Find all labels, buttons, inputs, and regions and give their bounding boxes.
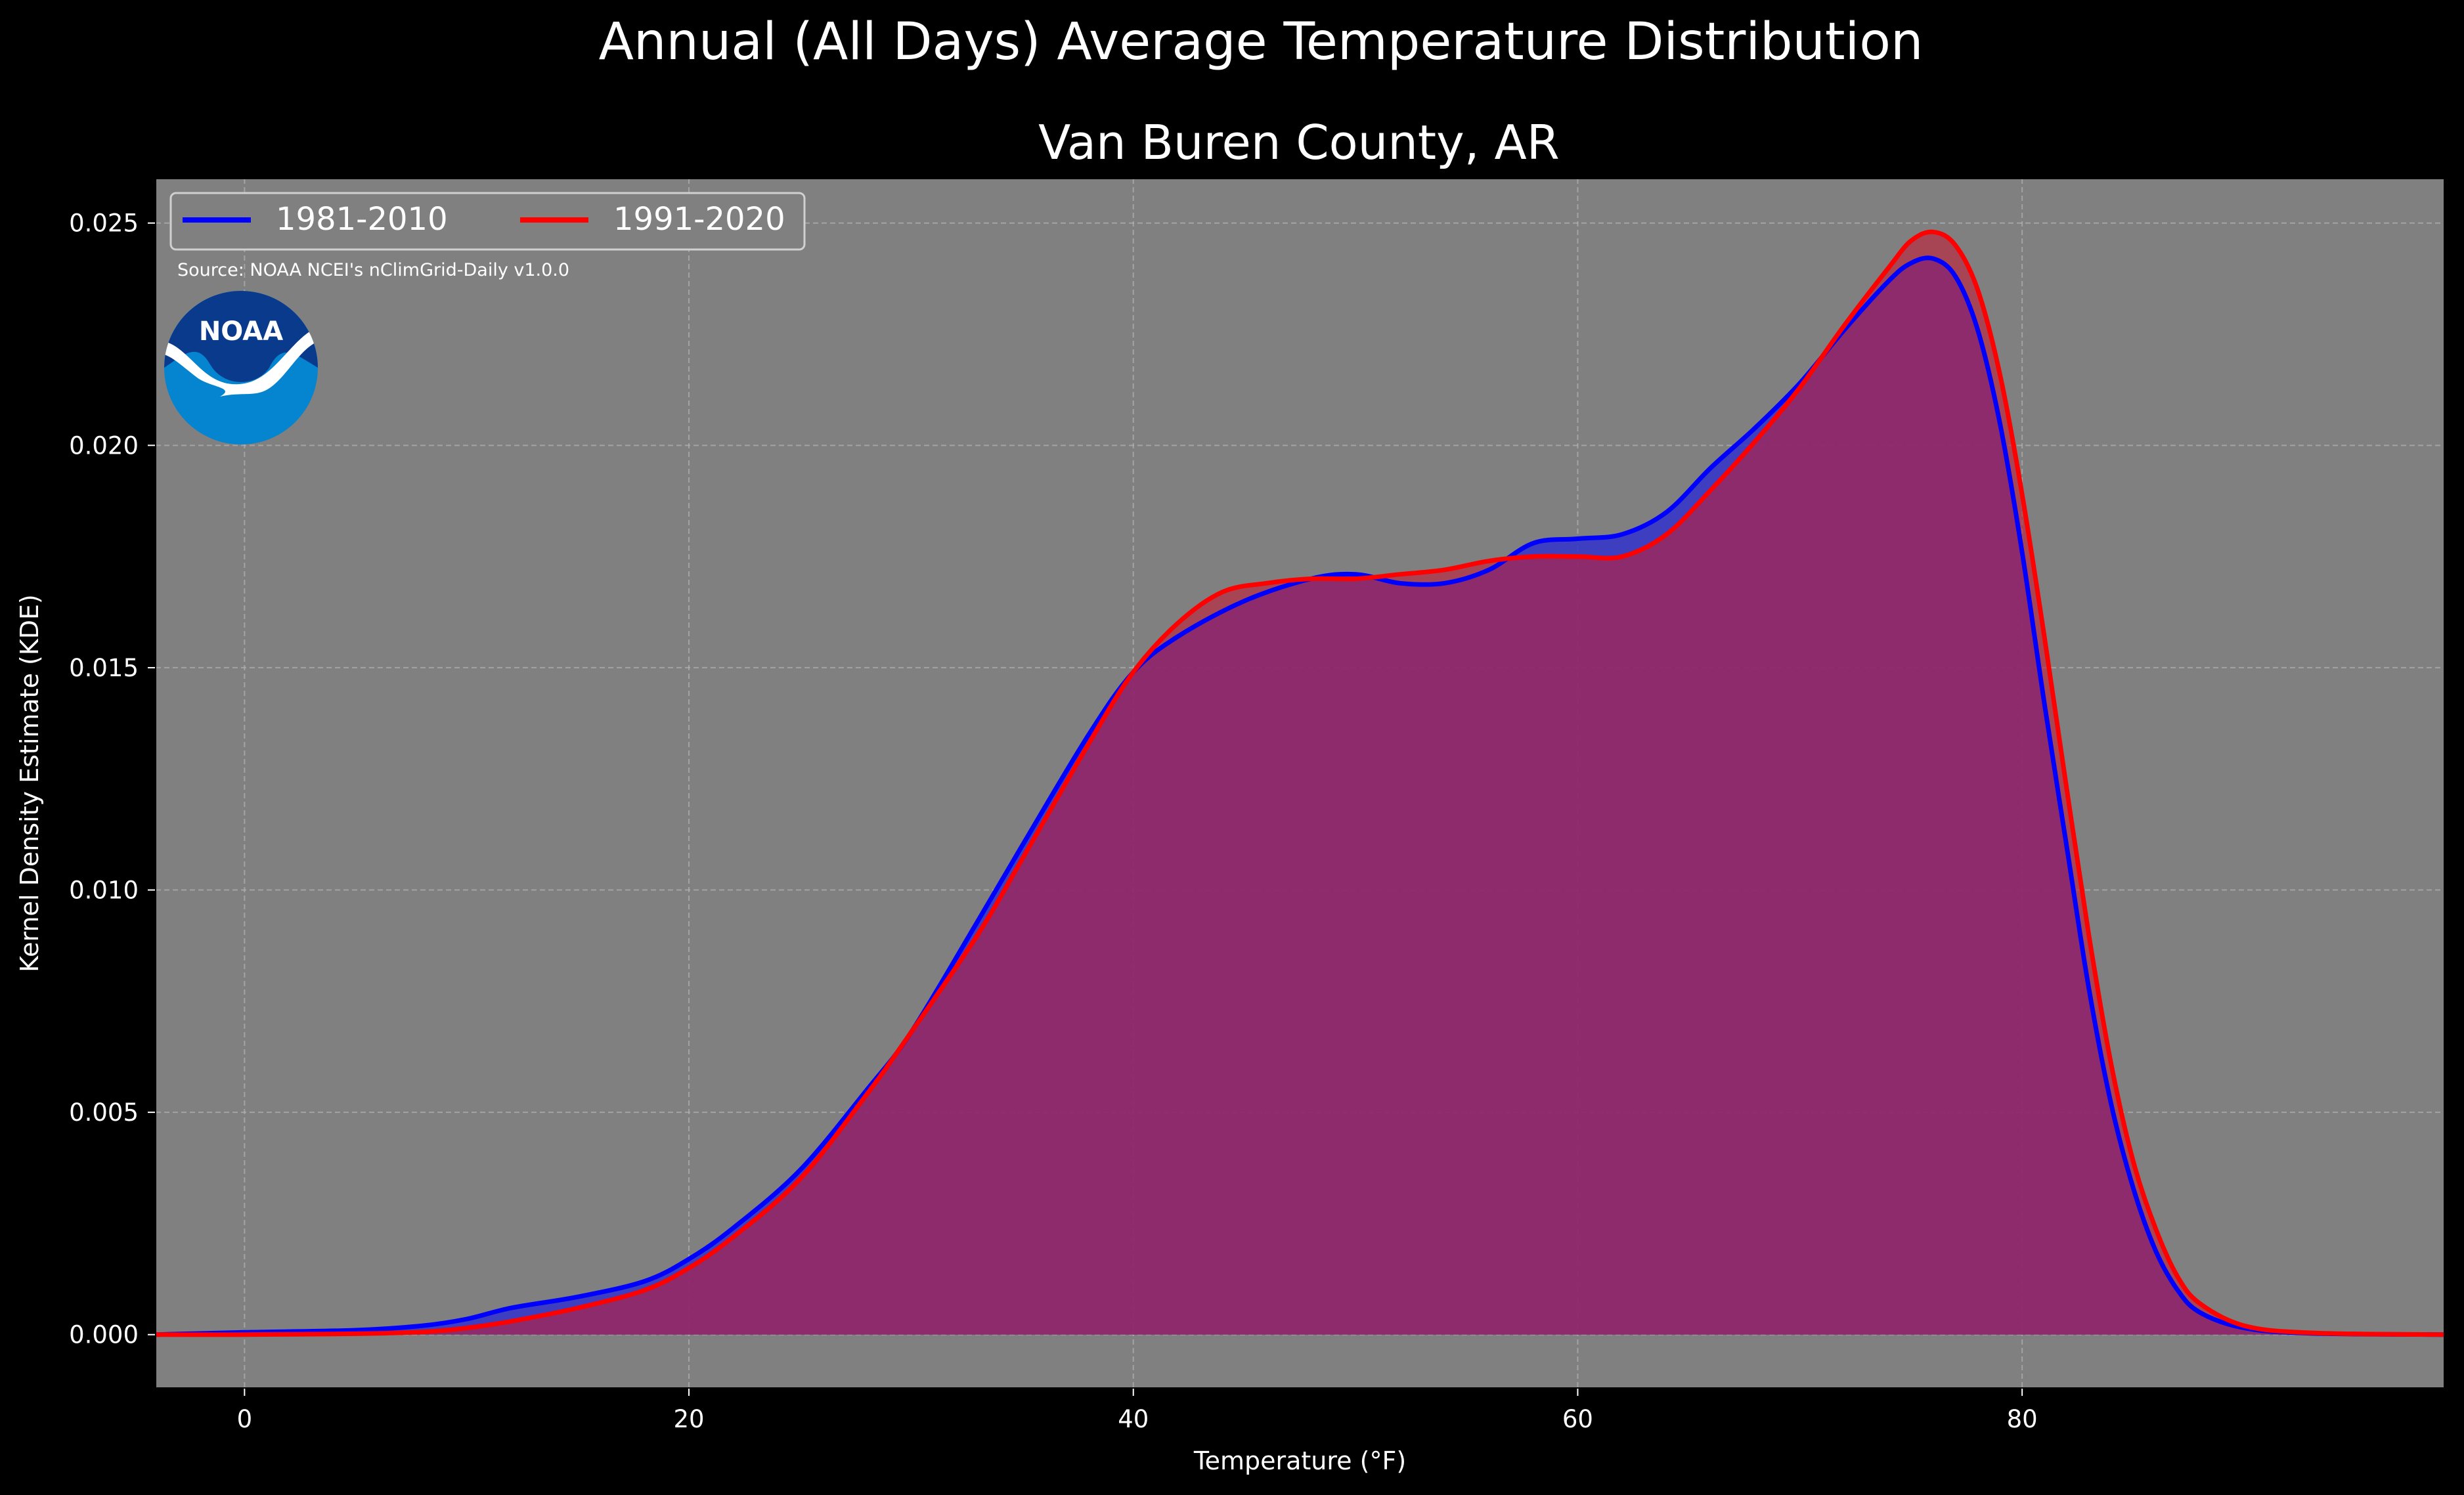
x-tick-label: 0 bbox=[237, 1405, 253, 1433]
y-tick-label: 0.020 bbox=[69, 431, 139, 460]
y-tick-label: 0.010 bbox=[69, 877, 139, 905]
density-lines bbox=[155, 229, 2445, 1337]
y-axis-label: Kernel Density Estimate (KDE) bbox=[15, 594, 44, 972]
x-axis-label: Temperature (°F) bbox=[1193, 1446, 1406, 1475]
line-1981-2010 bbox=[155, 255, 2445, 1337]
fill-1991-2020 bbox=[156, 232, 2444, 1335]
noaa-logo: NOAA bbox=[164, 291, 318, 444]
logo-inner-sky bbox=[164, 291, 318, 382]
legend-box bbox=[169, 192, 806, 251]
y-tick-label: 0.005 bbox=[69, 1098, 139, 1127]
y-tick-label: 0.025 bbox=[69, 209, 139, 238]
logo-bird-icon bbox=[164, 328, 318, 397]
figure-suptitle: Annual (All Days) Average Temperature Di… bbox=[599, 12, 1924, 72]
line-1991-2020 bbox=[155, 229, 2445, 1337]
chart-title: Van Buren County, AR bbox=[1038, 115, 1560, 170]
y-tick-label: 0.000 bbox=[69, 1321, 139, 1349]
legend: 1981-2010 1991-2020 bbox=[169, 192, 806, 251]
x-tick-label: 40 bbox=[1118, 1405, 1149, 1433]
axes: 0 20 40 60 80 0.000 0.005 0.010 0.015 0.020 0.025 bbox=[69, 178, 2445, 1433]
logo-text: NOAA bbox=[199, 316, 283, 347]
legend-label-1981: 1981-2010 bbox=[276, 201, 448, 238]
y-tick-label: 0.015 bbox=[69, 654, 139, 682]
x-tick-label: 20 bbox=[673, 1405, 704, 1433]
density-fills bbox=[156, 232, 2444, 1335]
legend-label-1991: 1991-2020 bbox=[613, 201, 785, 238]
x-tick-label: 60 bbox=[1562, 1405, 1593, 1433]
x-tick-label: 80 bbox=[2007, 1405, 2038, 1433]
plot-frame bbox=[155, 178, 2445, 1389]
source-note: Source: NOAA NCEI's nClimGrid-Daily v1.0… bbox=[177, 260, 569, 280]
